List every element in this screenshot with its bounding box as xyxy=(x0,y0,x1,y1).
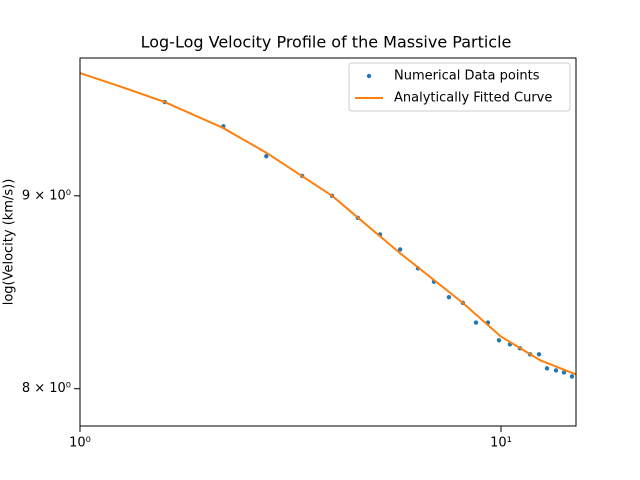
plot-frame xyxy=(79,57,577,427)
data-point xyxy=(264,154,269,159)
data-point xyxy=(446,294,452,300)
fitted-curve xyxy=(80,72,576,376)
data-point xyxy=(553,368,559,373)
y-tick-label: 9 × 10⁰ xyxy=(22,188,71,203)
y-tick-label: 8 × 10⁰ xyxy=(22,381,71,396)
x-tick-label: 10¹ xyxy=(490,436,512,451)
data-point xyxy=(397,247,403,252)
data-point xyxy=(561,370,567,375)
data-point xyxy=(536,352,542,357)
legend-label: Numerical Data points xyxy=(394,69,540,84)
legend-label: Analytically Fitted Curve xyxy=(394,91,552,106)
legend-box xyxy=(348,62,571,112)
data-point xyxy=(544,366,550,371)
data-point xyxy=(473,320,479,325)
legend-marker xyxy=(366,73,372,79)
y-axis-label: log(Velocity (km/s)) xyxy=(2,179,17,306)
data-point xyxy=(496,338,502,343)
data-point xyxy=(569,374,575,379)
chart-title: Log-Log Velocity Profile of the Massive … xyxy=(141,33,512,52)
x-tick-label: 10⁰ xyxy=(69,436,91,451)
